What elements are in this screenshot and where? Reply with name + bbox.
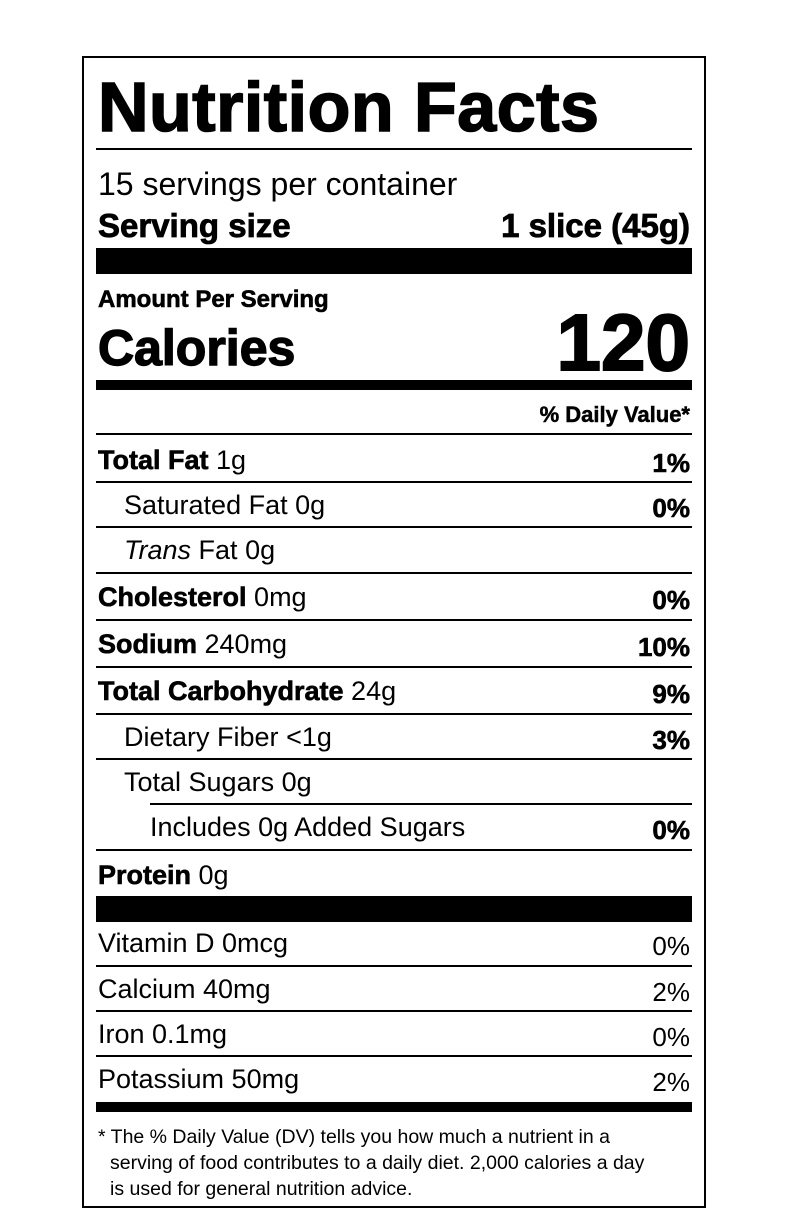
- nutrient-dv: 9%: [652, 679, 690, 709]
- nutrient-name: Protein 0g: [98, 860, 229, 890]
- vitamin-dv: 2%: [652, 977, 690, 1007]
- divider: [96, 713, 692, 715]
- vitamin-row-potassium: Potassium 50mg 2%: [96, 1063, 692, 1097]
- nutrient-row-sodium: Sodium 240mg 10%: [96, 628, 692, 662]
- nutrient-name: Includes 0g Added Sugars: [150, 812, 466, 842]
- vitamin-dv: 0%: [652, 931, 690, 961]
- serving-size-label: Serving size: [98, 207, 291, 244]
- divider: [96, 849, 692, 851]
- nutrient-name: Cholesterol 0mg: [98, 582, 307, 612]
- vitamin-dv: 2%: [652, 1067, 690, 1097]
- vitamin-name: Calcium 40mg: [98, 974, 271, 1004]
- vitamin-row-calcium: Calcium 40mg 2%: [96, 973, 692, 1007]
- divider: [96, 572, 692, 574]
- label-content: Nutrition Facts 15 servings per containe…: [96, 58, 692, 1206]
- vitamin-name: Vitamin D 0mcg: [98, 928, 289, 958]
- nutrient-row-added-sugars: Includes 0g Added Sugars 0%: [96, 811, 692, 845]
- divider: [96, 965, 692, 967]
- nutrient-row-total-fat: Total Fat 1g 1%: [96, 444, 692, 478]
- divider: [96, 1055, 692, 1057]
- medium-divider-footnote: [96, 1102, 692, 1112]
- nutrient-row-saturated-fat: Saturated Fat 0g 0%: [96, 489, 692, 523]
- nutrient-dv: 1%: [652, 448, 690, 478]
- footnote: * The % Daily Value (DV) tells you how m…: [98, 1124, 696, 1202]
- vitamin-name: Iron 0.1mg: [98, 1019, 228, 1049]
- nutrition-facts-label: Nutrition Facts 15 servings per containe…: [82, 56, 706, 1208]
- vitamin-name: Potassium 50mg: [98, 1064, 300, 1094]
- nutrient-row-cholesterol: Cholesterol 0mg 0%: [96, 581, 692, 615]
- medium-divider-calories: [96, 380, 692, 390]
- amount-per-serving: Amount Per Serving: [98, 286, 329, 313]
- label-title: Nutrition Facts: [97, 68, 600, 146]
- nutrient-name: Total Carbohydrate 24g: [98, 676, 397, 706]
- nutrient-dv: 3%: [652, 725, 690, 755]
- divider: [96, 481, 692, 483]
- nutrient-name: Saturated Fat 0g: [124, 490, 326, 520]
- divider: [96, 758, 692, 760]
- calories-label: Calories: [97, 320, 296, 376]
- nutrient-row-total-sugars: Total Sugars 0g: [96, 766, 692, 800]
- nutrient-name: Trans Fat 0g: [124, 535, 276, 565]
- vitamin-row-iron: Iron 0.1mg 0%: [96, 1018, 692, 1052]
- thick-divider-serving: [96, 248, 692, 274]
- nutrient-name: Total Fat 1g: [98, 445, 247, 475]
- divider: [96, 666, 692, 668]
- nutrient-row-protein: Protein 0g: [96, 859, 692, 893]
- nutrient-row-total-carbohydrate: Total Carbohydrate 24g 9%: [96, 675, 692, 709]
- calories-value: 120: [556, 298, 691, 387]
- nutrient-name: Sodium 240mg: [98, 629, 288, 659]
- divider: [96, 1010, 692, 1012]
- footnote-line-2: serving of food contributes to a daily d…: [110, 1152, 645, 1174]
- footnote-line-1: * The % Daily Value (DV) tells you how m…: [98, 1126, 610, 1148]
- nutrient-dv: 0%: [652, 815, 690, 845]
- daily-value-header: % Daily Value*: [539, 402, 690, 427]
- vitamin-dv: 0%: [652, 1022, 690, 1052]
- divider: [96, 433, 692, 435]
- servings-per-container: 15 servings per container: [98, 166, 458, 202]
- thick-divider-vitamins: [96, 896, 692, 922]
- footnote-line-3: is used for general nutrition advice.: [110, 1178, 413, 1200]
- serving-size-value: 1 slice (45g): [501, 207, 691, 244]
- nutrient-name: Dietary Fiber <1g: [124, 722, 332, 752]
- nutrient-row-trans-fat: Trans Fat 0g: [96, 534, 692, 568]
- divider: [96, 526, 692, 528]
- nutrient-name: Total Sugars 0g: [124, 767, 312, 797]
- vitamin-row-vitamin-d: Vitamin D 0mcg 0%: [96, 927, 692, 961]
- divider: [96, 619, 692, 621]
- nutrient-dv: 0%: [652, 585, 690, 615]
- nutrient-row-dietary-fiber: Dietary Fiber <1g 3%: [96, 721, 692, 755]
- nutrient-dv: 10%: [637, 632, 691, 662]
- title-divider: [96, 148, 692, 150]
- nutrient-dv: 0%: [652, 493, 690, 523]
- divider: [150, 803, 692, 805]
